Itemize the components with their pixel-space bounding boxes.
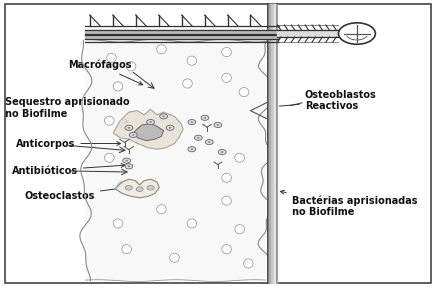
Circle shape <box>127 166 130 167</box>
Circle shape <box>214 122 222 127</box>
Circle shape <box>221 151 224 153</box>
Ellipse shape <box>183 79 192 88</box>
Ellipse shape <box>222 245 232 254</box>
Circle shape <box>149 121 152 123</box>
Ellipse shape <box>222 196 232 205</box>
Polygon shape <box>114 109 183 149</box>
Circle shape <box>188 119 196 125</box>
Circle shape <box>162 115 165 117</box>
Ellipse shape <box>105 116 114 125</box>
Ellipse shape <box>222 173 232 182</box>
Polygon shape <box>133 123 164 141</box>
Circle shape <box>169 127 172 129</box>
Ellipse shape <box>107 53 116 62</box>
Ellipse shape <box>222 73 232 82</box>
Circle shape <box>188 147 196 152</box>
Circle shape <box>132 134 135 136</box>
Text: Macrófagos: Macrófagos <box>68 60 143 85</box>
Circle shape <box>125 160 128 162</box>
Circle shape <box>129 132 137 137</box>
Ellipse shape <box>122 245 131 254</box>
Circle shape <box>205 139 213 145</box>
Circle shape <box>208 141 211 143</box>
Text: Anticorpos: Anticorpos <box>16 139 121 148</box>
Ellipse shape <box>156 205 166 214</box>
Circle shape <box>203 117 206 119</box>
Circle shape <box>201 115 209 120</box>
Polygon shape <box>116 179 159 198</box>
Ellipse shape <box>239 88 249 97</box>
Ellipse shape <box>170 253 179 262</box>
Ellipse shape <box>235 153 245 162</box>
Circle shape <box>190 148 193 150</box>
Circle shape <box>190 121 193 123</box>
Circle shape <box>147 119 155 125</box>
Ellipse shape <box>156 45 166 54</box>
Ellipse shape <box>222 48 232 57</box>
Circle shape <box>125 185 132 190</box>
Text: Sequestro aprisionado
no Biofilme: Sequestro aprisionado no Biofilme <box>5 97 130 123</box>
Ellipse shape <box>187 56 197 65</box>
Ellipse shape <box>338 23 375 44</box>
Circle shape <box>194 135 202 140</box>
Circle shape <box>127 127 130 129</box>
Circle shape <box>218 150 226 155</box>
Circle shape <box>125 125 133 130</box>
Ellipse shape <box>126 62 136 71</box>
Ellipse shape <box>105 153 114 162</box>
Ellipse shape <box>113 219 123 228</box>
Ellipse shape <box>244 259 253 268</box>
Circle shape <box>217 124 219 126</box>
Circle shape <box>147 185 154 190</box>
Text: Osteoclastos: Osteoclastos <box>25 185 131 201</box>
Text: Bactérias aprisionadas
no Biofilme: Bactérias aprisionadas no Biofilme <box>280 190 417 217</box>
Circle shape <box>136 187 143 191</box>
Circle shape <box>160 114 168 119</box>
Ellipse shape <box>235 225 245 234</box>
Circle shape <box>197 137 200 139</box>
Text: Osteoblastos
Reactivos: Osteoblastos Reactivos <box>279 90 376 111</box>
Ellipse shape <box>118 182 127 191</box>
Ellipse shape <box>187 219 197 228</box>
Circle shape <box>166 125 174 130</box>
Ellipse shape <box>113 82 123 91</box>
Bar <box>85 41 266 281</box>
Circle shape <box>125 164 133 169</box>
Circle shape <box>123 158 131 163</box>
Text: Antibióticos: Antibióticos <box>12 164 125 176</box>
